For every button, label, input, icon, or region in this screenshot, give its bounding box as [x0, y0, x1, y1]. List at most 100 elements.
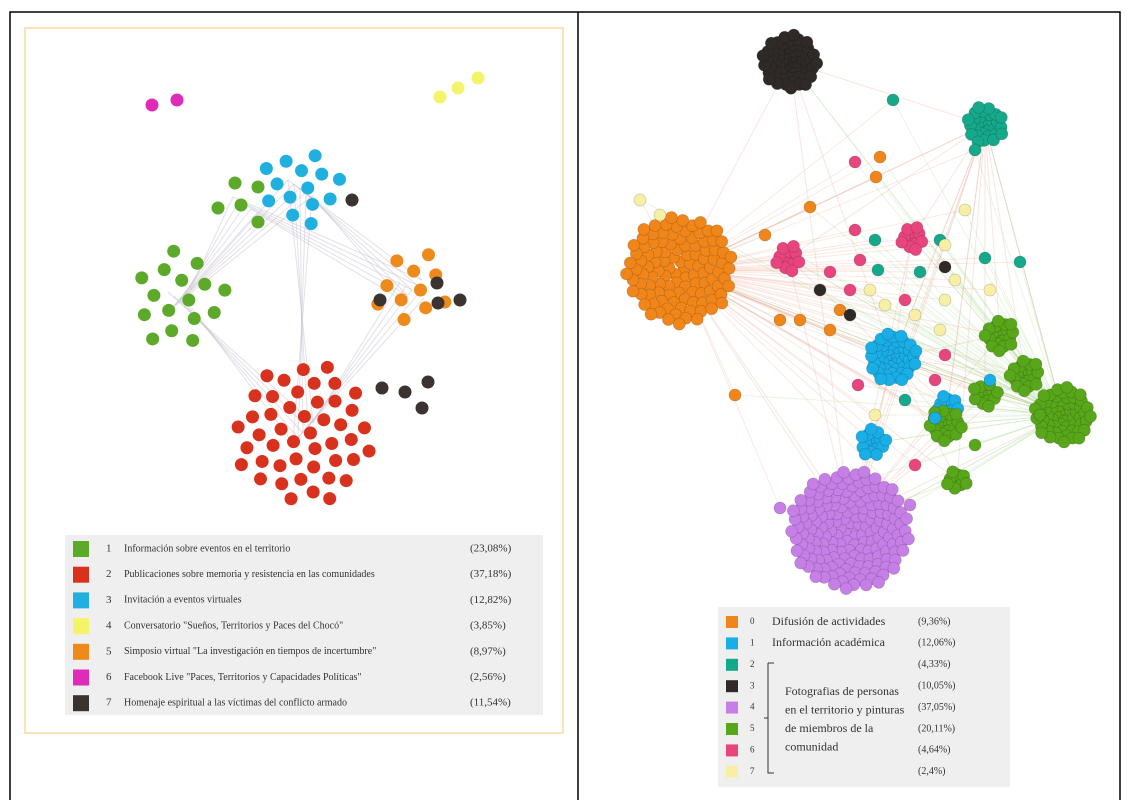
node — [248, 389, 262, 403]
node — [794, 493, 808, 507]
node — [902, 532, 915, 546]
legend-percent: (3,85%) — [470, 620, 506, 632]
node — [430, 276, 444, 290]
node — [323, 192, 337, 206]
node — [254, 472, 268, 486]
node — [637, 223, 651, 236]
node — [887, 562, 901, 575]
node — [715, 296, 729, 310]
node — [982, 399, 995, 413]
node — [873, 150, 887, 164]
edge — [984, 124, 1064, 416]
node — [234, 198, 248, 212]
node — [910, 221, 924, 234]
node — [1084, 410, 1097, 423]
node — [859, 578, 873, 592]
node — [165, 324, 179, 338]
legend-swatch — [726, 637, 738, 650]
node — [800, 35, 814, 49]
node — [207, 306, 221, 320]
edge — [185, 303, 299, 439]
node — [344, 432, 358, 446]
legend-label: Información sobre eventos en el territor… — [124, 543, 290, 554]
legend-label: Difusión de actividades — [772, 614, 886, 628]
node — [991, 385, 1004, 399]
node — [398, 385, 412, 399]
node — [1029, 378, 1043, 391]
node — [620, 267, 633, 281]
edge — [884, 304, 1064, 416]
node — [715, 235, 729, 248]
node — [809, 570, 823, 584]
edge — [679, 149, 976, 271]
edge — [839, 309, 1064, 416]
edge — [872, 124, 986, 444]
group-bracket — [764, 662, 774, 774]
node — [909, 344, 923, 358]
node — [909, 243, 923, 256]
node — [938, 238, 952, 252]
group-label: de miembros de la — [785, 721, 874, 735]
edge — [904, 299, 1064, 416]
edge — [232, 196, 423, 281]
node — [792, 255, 806, 269]
node — [837, 465, 850, 479]
node — [762, 72, 776, 86]
node — [928, 373, 942, 387]
node — [983, 283, 997, 297]
legend-percent: (8,97%) — [470, 645, 506, 657]
node — [283, 190, 297, 204]
node — [297, 409, 311, 423]
node — [913, 265, 927, 279]
node — [431, 296, 445, 310]
node — [672, 317, 686, 331]
legend-id: 3 — [750, 680, 755, 690]
node — [334, 418, 348, 432]
node — [295, 164, 309, 178]
node — [937, 434, 951, 448]
node — [240, 441, 254, 455]
node — [187, 312, 201, 326]
node — [955, 420, 968, 434]
edge — [679, 269, 911, 506]
edge — [179, 204, 246, 301]
node — [307, 376, 321, 390]
node — [855, 430, 869, 443]
node — [895, 373, 909, 387]
legend-swatch — [73, 566, 89, 583]
node — [991, 314, 1005, 328]
node — [375, 381, 389, 395]
node — [1057, 435, 1071, 449]
legend-percent: (4,33%) — [918, 659, 951, 670]
edge — [191, 307, 294, 444]
node — [676, 213, 690, 227]
legend-swatch — [726, 723, 738, 735]
node — [803, 200, 817, 214]
node — [329, 453, 343, 467]
node — [1060, 380, 1074, 394]
edge — [779, 319, 1064, 416]
node — [758, 228, 772, 242]
node — [633, 193, 647, 207]
node — [357, 421, 371, 435]
legend-label: Simposio virtual "La investigación en ti… — [124, 646, 376, 657]
node — [291, 385, 305, 399]
node — [1013, 255, 1027, 269]
node — [147, 288, 161, 302]
node — [958, 203, 972, 217]
legend-swatch — [73, 541, 89, 557]
node — [839, 582, 853, 596]
node — [987, 133, 1000, 147]
edge — [679, 269, 976, 446]
node — [903, 498, 917, 512]
legend-percent: (10,05%) — [918, 680, 956, 691]
legend-swatch — [73, 592, 89, 609]
node — [908, 357, 922, 371]
node — [870, 448, 884, 461]
node — [813, 283, 827, 297]
node — [948, 273, 962, 287]
node — [255, 454, 269, 468]
node — [345, 193, 359, 207]
node — [1017, 384, 1031, 398]
